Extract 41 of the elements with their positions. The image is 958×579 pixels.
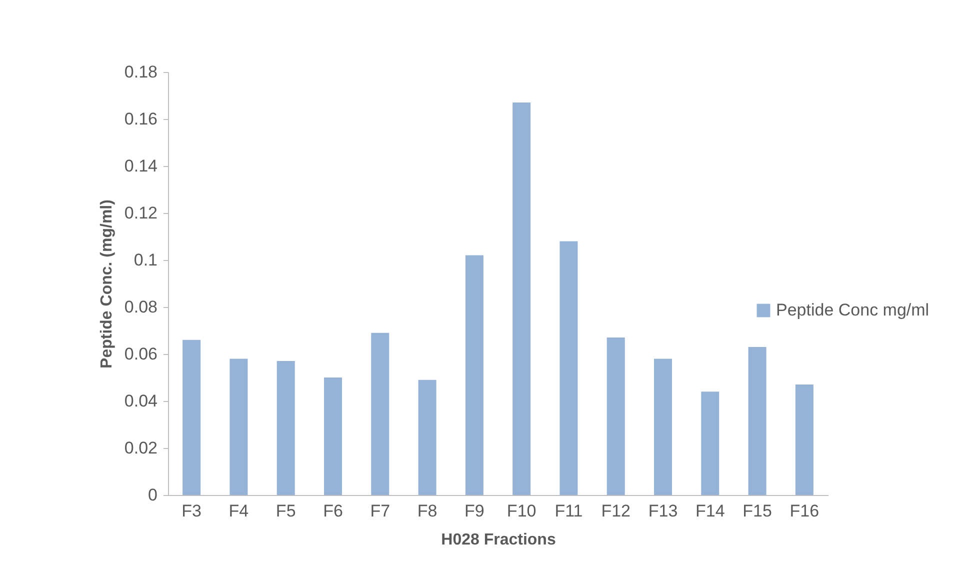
y-tick-label: 0.18 [124,62,158,82]
bar [748,346,766,495]
bar [654,358,672,495]
x-tick-label: F7 [370,502,390,520]
bar [512,102,531,495]
bar [560,241,578,495]
y-tick-label: 0.1 [134,250,158,270]
bar [701,392,720,495]
y-tick-label: 0.02 [124,438,158,458]
x-tick-label: F14 [695,502,725,520]
bar [230,358,248,495]
x-tick-label: F4 [228,502,249,520]
y-tick-label: 0.08 [124,298,158,316]
y-tick-label: 0.14 [124,156,158,176]
bar [465,255,484,495]
y-tick-label: 0.16 [124,110,158,128]
bar [324,378,342,495]
y-tick-label: 0.06 [124,344,158,364]
bar [371,332,390,495]
x-tick-label: F15 [742,502,772,520]
bar [418,380,436,495]
x-tick-label: F3 [182,502,202,520]
x-tick-label: F9 [464,502,484,520]
bar [182,340,201,495]
x-tick-label: F13 [648,502,678,520]
x-tick-label: F6 [323,502,343,520]
x-tick-label: F16 [790,502,820,520]
bar [795,384,814,495]
x-tick-label: F12 [601,502,631,520]
x-tick-label: F11 [554,502,583,520]
y-tick-label: 0.04 [124,392,158,410]
bar [606,338,625,495]
y-tick-label: 0.12 [124,204,158,222]
x-axis-title: H028 Fractions [441,532,556,548]
y-axis-title: Peptide Conc. (mg/ml) [98,200,116,368]
legend-label: Peptide Conc mg/ml [776,300,930,320]
x-tick-label: F10 [506,502,536,520]
x-tick-label: F5 [276,502,296,520]
y-tick-label: 0 [148,486,158,504]
bar [276,361,295,495]
x-tick-label: F8 [417,502,438,520]
